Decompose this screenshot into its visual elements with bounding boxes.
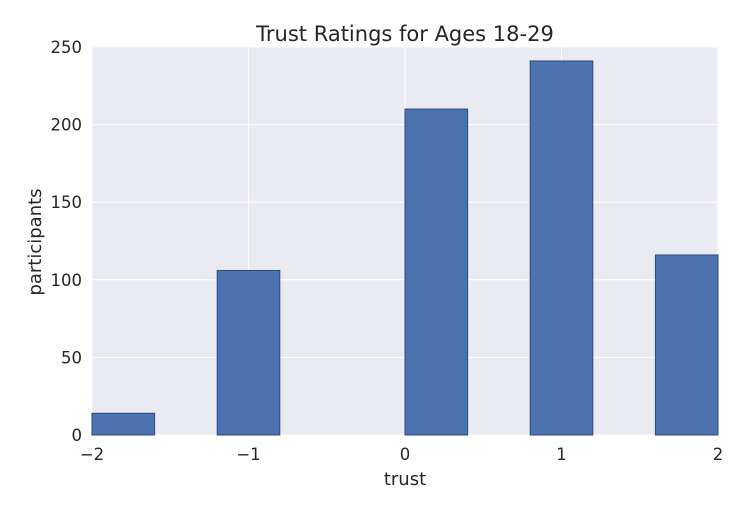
chart-title: Trust Ratings for Ages 18-29 <box>255 22 554 46</box>
x-tick-label-3: 1 <box>556 445 567 464</box>
y-axis-label: participants <box>25 188 46 295</box>
bar-1 <box>216 269 281 436</box>
y-tick-label-4: 200 <box>51 116 83 135</box>
y-tick-label-0: 0 <box>72 426 83 445</box>
x-tick-labels: −2 −1 0 1 2 <box>80 445 723 464</box>
y-tick-label-1: 50 <box>61 348 82 367</box>
x-tick-label-2: 0 <box>400 445 411 464</box>
bar-4 <box>654 254 719 436</box>
x-tick-label-0: −2 <box>80 445 104 464</box>
y-tick-label-2: 100 <box>51 271 83 290</box>
bar-3 <box>529 60 594 436</box>
bar-2 <box>404 108 469 436</box>
bar-0 <box>91 412 156 436</box>
y-tick-label-3: 150 <box>51 193 83 212</box>
x-tick-label-4: 2 <box>713 445 724 464</box>
x-tick-label-1: −1 <box>236 445 260 464</box>
y-tick-label-5: 250 <box>51 38 83 57</box>
y-tick-labels: 0 50 100 150 200 250 <box>51 38 83 445</box>
x-axis-label: trust <box>384 469 426 490</box>
bars <box>91 60 719 436</box>
